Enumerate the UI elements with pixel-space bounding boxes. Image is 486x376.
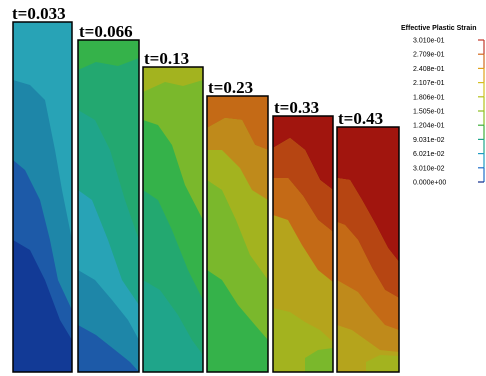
- panel-6-band-orange: [337, 222, 399, 330]
- panel-3-time-label: t=0.13: [144, 49, 189, 68]
- panel-6-band-dark-red: [337, 127, 399, 262]
- panel-5-time-label: t=0.33: [274, 98, 319, 117]
- legend-value: 9.031e-02: [413, 137, 445, 144]
- panel-1-band-deep-blue: [13, 240, 72, 372]
- panel-5-band-dark-red: [273, 116, 333, 190]
- panel-6-frame: [336, 126, 400, 373]
- panel-3-frame: [142, 66, 204, 373]
- panel-4-band-orange: [207, 96, 268, 150]
- panel-4-contour: [207, 96, 268, 372]
- legend-value: 1.505e-01: [413, 109, 445, 116]
- panel-5-band-red-orange: [273, 138, 333, 232]
- panel-6-contour: [337, 127, 399, 372]
- panel-5: t=0.33: [272, 98, 334, 373]
- legend-value: 1.204e-01: [413, 123, 445, 130]
- panel-1-contour: [13, 22, 72, 372]
- panel-2-frame: [77, 39, 140, 373]
- panel-4: t=0.23: [206, 78, 269, 373]
- legend-value: 2.408e-01: [413, 66, 445, 73]
- legend-value: 1.806e-01: [413, 94, 445, 101]
- legend-value: 2.709e-01: [413, 52, 445, 59]
- panel-1-frame: [12, 21, 73, 373]
- panel-2: t=0.066: [77, 22, 140, 373]
- panel-3-band-yellow-green: [143, 67, 203, 92]
- legend-value: 6.021e-02: [413, 151, 445, 158]
- panel-5-frame: [272, 115, 334, 373]
- legend-title: Effective Plastic Strain: [401, 25, 476, 32]
- panel-6: t=0.43: [336, 109, 400, 373]
- panel-6-band-red-orange: [337, 178, 399, 298]
- panel-4-time-label: t=0.23: [208, 78, 253, 97]
- panel-3-band-teal: [143, 280, 203, 372]
- panel-3: t=0.13: [142, 49, 204, 373]
- legend-value: 3.010e-01: [413, 38, 445, 45]
- panel-4-band-green: [207, 270, 268, 372]
- panel-6-band-yellow-green: [366, 355, 399, 372]
- legend-value: 2.107e-01: [413, 80, 445, 87]
- panel-2-time-label: t=0.066: [79, 22, 133, 41]
- legend: Effective Plastic Strain 3.010e-01 2.709e…: [401, 25, 485, 187]
- panel-4-band-ochre: [207, 118, 268, 200]
- panel-5-band-orange: [273, 178, 333, 282]
- panel-3-contour: [143, 67, 203, 372]
- legend-value: 0.000e+00: [413, 180, 446, 187]
- legend-value: 3.010e-02: [413, 165, 445, 172]
- panel-2-band-blue: [78, 325, 139, 372]
- panel-5-contour: [273, 116, 333, 372]
- panel-1: t=0.033: [12, 4, 73, 373]
- panel-2-band-green: [78, 40, 139, 70]
- panel-5-band-lime: [305, 348, 333, 372]
- panel-4-frame: [206, 95, 269, 373]
- panel-2-contour: [78, 40, 139, 372]
- panel-6-time-label: t=0.43: [338, 109, 383, 128]
- panel-1-time-label: t=0.033: [12, 4, 66, 23]
- legend-items: 3.010e-01 2.709e-01 2.408e-01 2.107e-01 1.80…: [413, 38, 485, 187]
